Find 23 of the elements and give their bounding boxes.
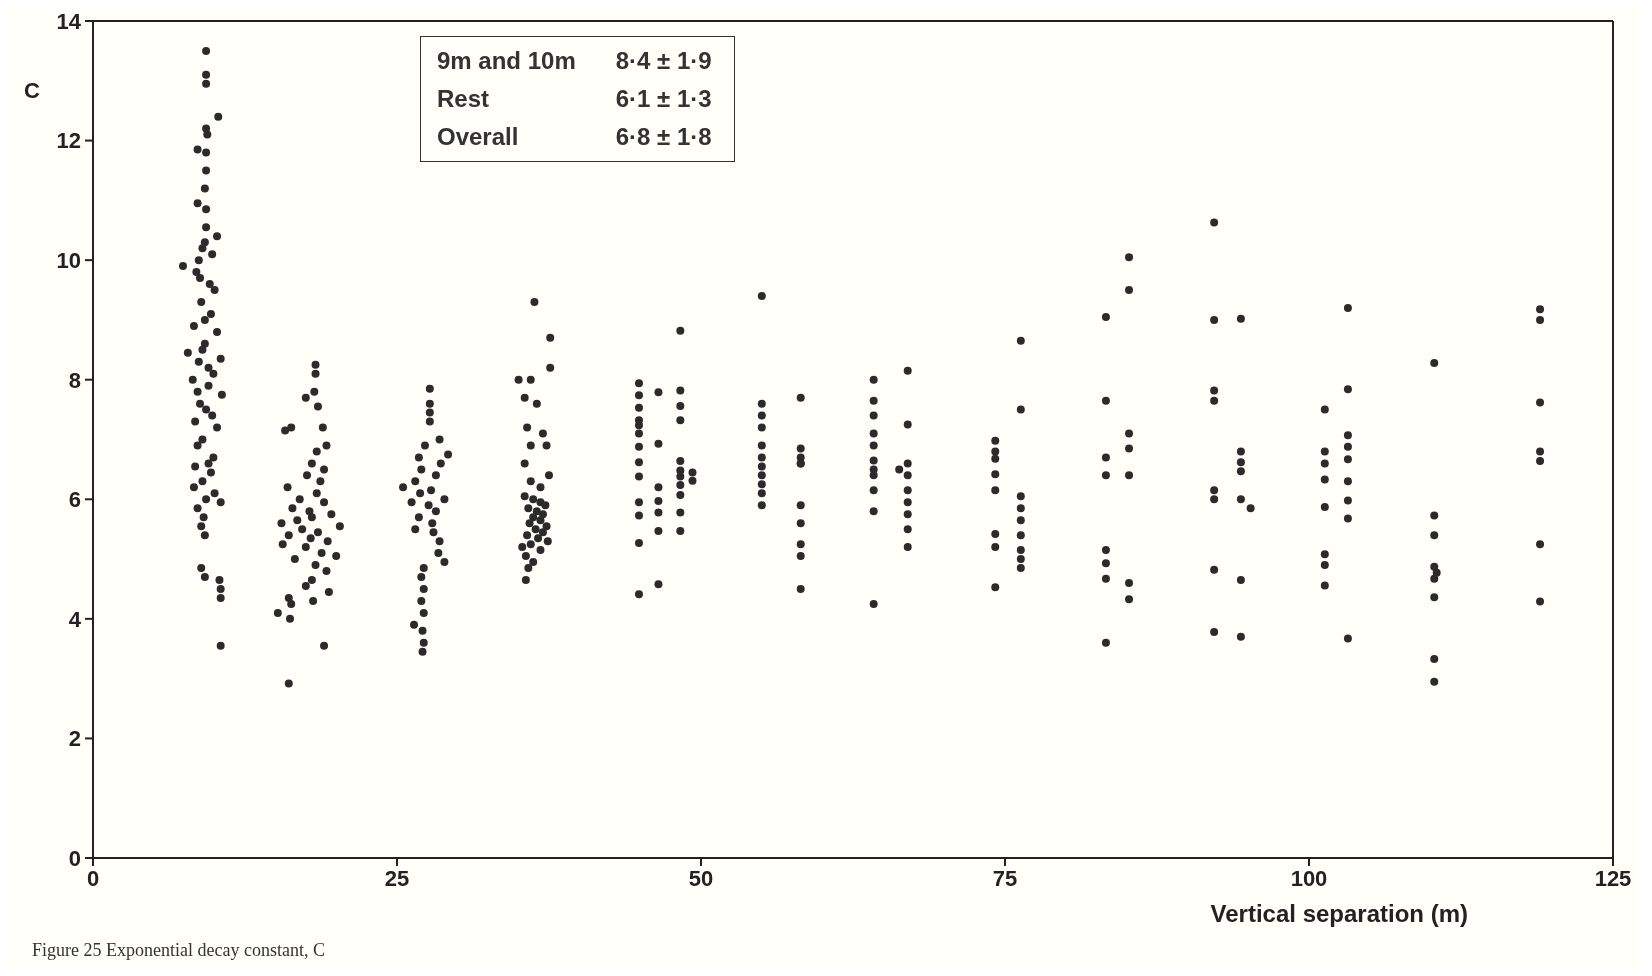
annotation: Rest bbox=[437, 85, 490, 112]
y-tick-label: 6 bbox=[68, 487, 81, 513]
caption: Figure 25 Exponential decay constant, C bbox=[32, 940, 325, 960]
y-tick-label: 4 bbox=[68, 606, 82, 632]
x-axis-title: Vertical separation (m) bbox=[1210, 900, 1468, 927]
x-tick-label: 50 bbox=[688, 865, 714, 891]
annotation: 6·1 ± 1·3 bbox=[615, 85, 712, 112]
y-tick-label: 8 bbox=[68, 367, 81, 393]
annotation: Overall bbox=[437, 123, 519, 150]
x-tick-label: 75 bbox=[992, 865, 1018, 891]
y-tick-label: 10 bbox=[56, 247, 81, 273]
y-tick-label: 0 bbox=[68, 845, 81, 871]
annotation: 9m and 10m bbox=[437, 47, 576, 74]
y-axis-title: C bbox=[24, 78, 40, 103]
annotation: 6·8 ± 1·8 bbox=[615, 123, 712, 150]
x-tick-label: 25 bbox=[384, 865, 410, 891]
x-tick-label: 0 bbox=[86, 865, 100, 891]
x-tick-label: 125 bbox=[1594, 865, 1632, 891]
y-tick-label: 12 bbox=[56, 128, 81, 154]
x-tick-label: 100 bbox=[1290, 865, 1328, 891]
y-tick-label: 14 bbox=[56, 8, 82, 34]
y-tick-label: 2 bbox=[68, 726, 81, 752]
annotation: 8·4 ± 1·9 bbox=[615, 47, 712, 74]
